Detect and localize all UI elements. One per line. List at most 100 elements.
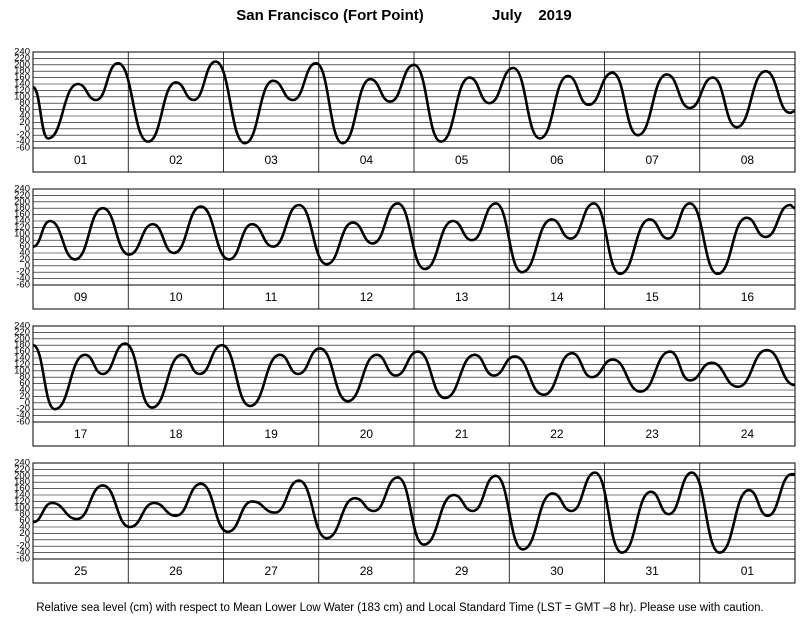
y-tick-label: 80 <box>19 235 30 246</box>
day-label: 11 <box>265 290 278 304</box>
y-tick-label: 120 <box>14 359 30 370</box>
y-tick-label: 220 <box>14 53 30 64</box>
day-label: 04 <box>360 153 374 167</box>
y-tick-label: 60 <box>19 515 30 526</box>
day-label: 27 <box>264 564 278 578</box>
y-tick-label: 40 <box>19 385 30 396</box>
footer-note: Relative sea level (cm) with respect to … <box>36 602 763 614</box>
y-tick-label: -40 <box>16 547 30 558</box>
y-tick-label: -20 <box>16 267 30 278</box>
y-tick-label: 140 <box>14 216 30 227</box>
y-tick-label: 40 <box>19 522 30 533</box>
y-tick-label: -60 <box>16 417 30 428</box>
day-label: 03 <box>264 153 278 167</box>
y-tick-label: -20 <box>16 541 30 552</box>
day-label: 14 <box>550 290 564 304</box>
day-label: 12 <box>360 290 374 304</box>
y-tick-label: 40 <box>19 111 30 122</box>
y-tick-label: 100 <box>14 91 30 102</box>
day-label: 20 <box>360 427 374 441</box>
y-tick-label: -40 <box>16 410 30 421</box>
y-tick-label: 120 <box>14 496 30 507</box>
day-label: 15 <box>645 290 659 304</box>
y-tick-label: 0 <box>25 260 30 271</box>
day-label: 26 <box>169 564 183 578</box>
tide-curve <box>32 342 796 411</box>
y-tick-label: 140 <box>14 353 30 364</box>
y-tick-label: 240 <box>14 458 30 469</box>
y-tick-label: 160 <box>14 346 30 357</box>
day-label: 19 <box>264 427 278 441</box>
day-label: 31 <box>645 564 659 578</box>
y-tick-label: -60 <box>16 554 30 565</box>
y-tick-label: 240 <box>14 184 30 195</box>
y-tick-label: 80 <box>19 509 30 520</box>
y-tick-label: 60 <box>19 241 30 252</box>
y-tick-label: 120 <box>14 222 30 233</box>
day-label: 21 <box>455 427 469 441</box>
y-tick-label: 240 <box>14 47 30 58</box>
day-label: 16 <box>741 290 755 304</box>
y-tick-label: 200 <box>14 333 30 344</box>
day-label: 28 <box>360 564 374 578</box>
day-label: 24 <box>741 427 755 441</box>
day-label: 10 <box>169 290 183 304</box>
y-tick-label: 220 <box>14 190 30 201</box>
chart-title: San Francisco (Fort Point) <box>236 7 424 24</box>
y-tick-label: 100 <box>14 502 30 513</box>
y-tick-label: 240 <box>14 321 30 332</box>
y-tick-label: -20 <box>16 130 30 141</box>
y-tick-label: 160 <box>14 72 30 83</box>
day-label: 05 <box>455 153 469 167</box>
tide-curve <box>31 60 796 145</box>
y-tick-label: 60 <box>19 378 30 389</box>
y-tick-label: 20 <box>19 528 30 539</box>
day-label: 02 <box>169 153 183 167</box>
year: 2019 <box>538 7 571 24</box>
y-tick-label: 100 <box>14 365 30 376</box>
y-tick-label: 60 <box>19 104 30 115</box>
y-tick-label: 180 <box>14 203 30 214</box>
day-label: 09 <box>74 290 88 304</box>
y-tick-label: 120 <box>14 85 30 96</box>
y-tick-label: 180 <box>14 477 30 488</box>
y-tick-label: 200 <box>14 470 30 481</box>
day-label: 23 <box>645 427 659 441</box>
day-label: 07 <box>645 153 659 167</box>
y-tick-label: 220 <box>14 464 30 475</box>
y-tick-label: 20 <box>19 254 30 265</box>
y-tick-label: 100 <box>14 228 30 239</box>
y-tick-label: 80 <box>19 98 30 109</box>
day-label: 17 <box>74 427 88 441</box>
day-label: 30 <box>550 564 564 578</box>
y-tick-label: 20 <box>19 117 30 128</box>
y-tick-label: 0 <box>25 397 30 408</box>
day-label: 01 <box>74 153 88 167</box>
tide-curve <box>32 202 796 276</box>
tide-curve <box>32 471 795 554</box>
day-label: 08 <box>741 153 755 167</box>
y-tick-label: 0 <box>25 534 30 545</box>
day-label: 29 <box>455 564 469 578</box>
y-tick-label: 80 <box>19 372 30 383</box>
month: July <box>492 7 523 24</box>
y-tick-label: -60 <box>16 143 30 154</box>
y-tick-label: 180 <box>14 66 30 77</box>
day-label: 22 <box>550 427 564 441</box>
y-tick-label: 180 <box>14 340 30 351</box>
y-tick-label: -20 <box>16 404 30 415</box>
y-tick-label: 160 <box>14 209 30 220</box>
y-tick-label: 140 <box>14 490 30 501</box>
y-tick-label: 200 <box>14 59 30 70</box>
day-label: 18 <box>169 427 183 441</box>
y-tick-label: 20 <box>19 391 30 402</box>
day-label: 01 <box>741 564 755 578</box>
y-tick-label: -40 <box>16 273 30 284</box>
y-tick-label: 160 <box>14 483 30 494</box>
y-tick-label: -40 <box>16 136 30 147</box>
y-tick-label: 40 <box>19 248 30 259</box>
y-tick-label: 140 <box>14 79 30 90</box>
y-tick-label: 220 <box>14 327 30 338</box>
